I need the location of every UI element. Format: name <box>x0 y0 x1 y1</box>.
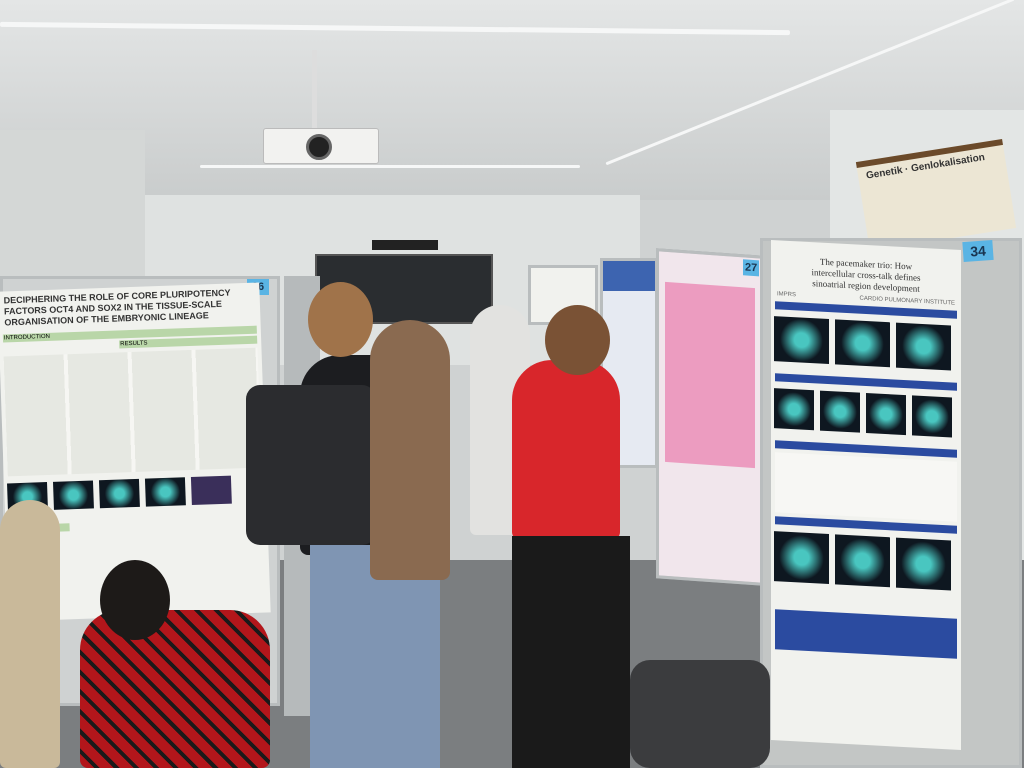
logo-imprs: IMPRS <box>777 291 797 299</box>
bag-on-floor <box>630 660 770 768</box>
person-left-edge <box>0 500 60 768</box>
projector <box>263 128 379 164</box>
poster-number-tag: 34 <box>962 239 994 263</box>
person-blonde <box>370 320 450 580</box>
poster-board-34: 34 The pacemaker trio: How intercellular… <box>760 238 1022 768</box>
poster: The pacemaker trio: How intercellular cr… <box>771 240 961 750</box>
person-head <box>308 282 373 357</box>
ceiling-light <box>200 165 580 168</box>
ceiling-light <box>0 21 791 36</box>
poster-title: DECIPHERING THE ROLE OF CORE PLURIPOTENC… <box>3 287 231 328</box>
backpack <box>246 385 376 545</box>
poster-number-tag: 27 <box>743 259 759 277</box>
projector-lens <box>306 134 332 160</box>
camera-bar <box>372 240 438 250</box>
person-head <box>100 560 170 640</box>
projector-mount <box>312 50 317 130</box>
person-jeans <box>310 545 440 768</box>
left-wall <box>0 130 145 290</box>
person-red-sweater <box>512 360 620 540</box>
person-black-trousers <box>512 536 630 768</box>
person-plaid-shirt <box>80 610 270 768</box>
person-head <box>545 305 610 375</box>
poster-board-27: 27 <box>656 248 764 586</box>
